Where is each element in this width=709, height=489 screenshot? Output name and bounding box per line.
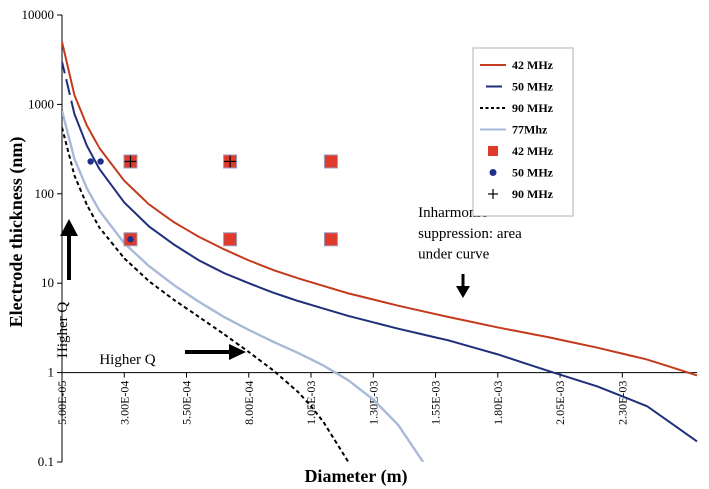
legend-item: 42 MHz <box>488 144 554 158</box>
y-tick-label: 100 <box>35 186 55 201</box>
x-tick-label: 2.30E-03 <box>615 381 629 425</box>
series-line-1 <box>62 61 698 443</box>
marker-square <box>323 154 338 169</box>
y-axis-title: Electrode thickness (nm) <box>6 137 27 328</box>
y-tick-label: 0.1 <box>38 454 54 469</box>
marker-square <box>323 232 338 247</box>
legend-swatch <box>488 146 498 156</box>
legend-label: 42 MHz <box>512 58 554 72</box>
legend-label: 90 MHz <box>512 187 554 201</box>
x-tick-label: 8.00E-04 <box>242 381 256 425</box>
x-tick-label: 1.80E-03 <box>491 381 505 425</box>
x-tick-label: 1.05E-03 <box>304 381 318 425</box>
marker-plus <box>124 155 137 168</box>
marker-circle <box>87 158 94 165</box>
marker-circle <box>97 158 104 165</box>
legend-swatch <box>489 169 497 176</box>
legend-item: 50 MHz <box>486 80 554 94</box>
legend-item: 42 MHz <box>480 58 554 72</box>
legend-label: 50 MHz <box>512 80 554 94</box>
x-tick-label: 3.00E-04 <box>117 381 131 425</box>
x-axis-title: Diameter (m) <box>304 466 407 487</box>
arrow-right-icon <box>185 344 246 360</box>
legend-box <box>472 47 574 217</box>
x-tick-label: 1.55E-03 <box>429 381 443 425</box>
legend: 42 MHz 50 MHz 90 MHz 77Mhz 42 MHz 50 MHz 90 MH… <box>472 47 574 217</box>
x-tick-label: 1.30E-03 <box>366 381 380 425</box>
marker-plus <box>224 155 237 168</box>
annotation-2: under curve <box>418 246 490 262</box>
series-line-0 <box>62 41 698 377</box>
legend-label: 50 MHz <box>512 166 554 180</box>
legend-item: 50 MHz <box>489 166 554 180</box>
arrow-up-icon <box>60 219 78 280</box>
legend-item: 77Mhz <box>480 123 548 137</box>
legend-label: 90 MHz <box>512 101 554 115</box>
legend-label: 42 MHz <box>512 144 554 158</box>
y-tick-label: 10000 <box>22 7 55 22</box>
legend-item: 90 MHz <box>480 101 554 115</box>
y-tick-label: 1000 <box>28 96 54 111</box>
legend-item: 90 MHz <box>488 187 554 201</box>
higher-q-vertical-label: Higher Q <box>55 302 71 358</box>
series-line-2 <box>62 127 350 462</box>
series-lines <box>62 41 698 462</box>
marker-square <box>223 232 238 247</box>
y-tick-label: 10 <box>41 275 54 290</box>
y-axis-ticks: 0.1 1 10 100 1000 10000 <box>22 7 62 469</box>
annotations: Inharmonic suppression: area under curve Hi… <box>99 205 522 368</box>
legend-label: 77Mhz <box>512 123 548 137</box>
y-tick-label: 1 <box>48 365 55 380</box>
marker-circle <box>127 236 134 243</box>
x-axis-ticks: 5.00E-05 3.00E-04 5.50E-04 8.00E-04 1.05E-03… <box>55 372 629 425</box>
series-markers <box>87 154 338 247</box>
series-line-3 <box>62 110 425 462</box>
arrow-down-icon <box>456 274 470 298</box>
annotation-3: Higher Q <box>99 352 155 368</box>
annotation-0: Inharmonic <box>418 205 487 221</box>
x-tick-label: 2.05E-03 <box>553 381 567 425</box>
annotation-1: suppression: area <box>418 226 522 242</box>
x-tick-label: 5.50E-04 <box>180 381 194 425</box>
